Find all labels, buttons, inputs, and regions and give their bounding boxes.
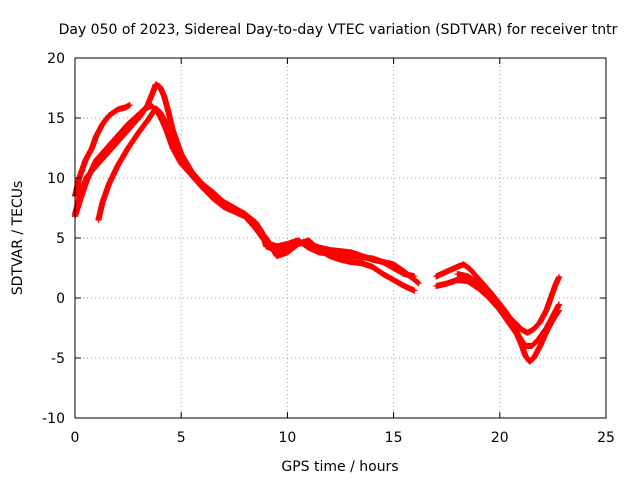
data-point-segment (467, 266, 482, 282)
data-point-segment (161, 93, 172, 115)
data-point-segment (93, 121, 106, 139)
data-point-segment (199, 184, 216, 202)
data-point-segment (157, 83, 167, 99)
data-point-segment (165, 109, 176, 133)
data-point-segment (380, 271, 397, 283)
data-point-segment (99, 181, 112, 205)
data-point-segment (210, 189, 227, 205)
data-point-segment (475, 280, 492, 298)
data-point-segment (401, 283, 418, 294)
data-point-segment (99, 113, 112, 127)
data-point-segment (114, 121, 131, 139)
data-point-segment (390, 277, 407, 289)
data-point-segment (163, 127, 176, 151)
data-point-segment (496, 304, 511, 319)
data-point-segment (154, 109, 165, 123)
y-tick-label: 10 (47, 171, 65, 187)
data-point-segment (125, 115, 142, 133)
data-points (72, 81, 563, 365)
data-point-segment (530, 343, 543, 361)
data-point-segment (78, 175, 91, 199)
data-point-segment (82, 145, 95, 163)
y-tick-label: -10 (42, 411, 65, 427)
data-point-segment (464, 278, 482, 292)
data-point-segment (513, 331, 524, 347)
data-point-segment (106, 163, 121, 187)
data-point-segment (84, 157, 99, 181)
data-point-segment (305, 244, 322, 256)
data-point-segment (369, 263, 386, 277)
data-point-segment (159, 117, 170, 133)
data-point-segment (411, 277, 422, 287)
data-point-segment (460, 261, 473, 272)
data-point-segment (537, 329, 550, 349)
data-point-segment (390, 265, 407, 277)
data-point-segment (513, 321, 524, 332)
data-point-segment (543, 317, 556, 335)
data-point-segment (475, 275, 492, 294)
data-point-segment (106, 106, 121, 119)
x-tick-label: 20 (491, 430, 509, 446)
x-axis-label: GPS time / hours (281, 459, 398, 475)
y-axis-label: SDTVAR / TECUs (10, 181, 26, 296)
data-point-segment (464, 273, 482, 287)
y-tick-label: 15 (47, 111, 65, 127)
data-point-segment (148, 103, 161, 115)
data-point-segment (135, 115, 152, 136)
x-tick-label: 5 (177, 430, 186, 446)
data-point-segment (188, 172, 206, 191)
data-point-segment (125, 129, 142, 151)
data-point-segment (528, 337, 541, 349)
data-point-segment (93, 145, 110, 163)
data-point-segment (505, 319, 520, 337)
data-point-segment (549, 307, 562, 323)
x-tick-label: 25 (597, 430, 615, 446)
y-tick-label: 20 (47, 51, 65, 67)
data-point-segment (210, 195, 227, 210)
data-point-segment (103, 133, 121, 151)
data-point-segment (552, 273, 563, 289)
data-point-segment (123, 102, 133, 111)
data-point-segment (295, 237, 312, 251)
data-point-segment (401, 271, 418, 280)
chart-title: Day 050 of 2023, Sidereal Day-to-day VTE… (59, 22, 618, 38)
data-point-segment (486, 291, 503, 311)
x-tick-label: 15 (385, 430, 403, 446)
series-track-a (72, 102, 133, 199)
data-point-segment (537, 307, 550, 325)
y-tick-label: 0 (56, 291, 65, 307)
series-track-g (454, 271, 563, 336)
data-point-segment (135, 105, 148, 118)
data-point-segment (103, 139, 121, 157)
data-point-segment (252, 225, 269, 246)
data-point-segment (443, 264, 460, 275)
x-tick-label: 0 (71, 430, 80, 446)
data-point-segment (114, 145, 131, 169)
axis-ticks: 0 5 10 15 20 25 -10 -5 0 5 10 15 20 (42, 51, 615, 446)
y-tick-label: 5 (56, 231, 65, 247)
data-point-segment (284, 241, 301, 256)
data-point-segment (380, 259, 397, 271)
data-point-segment (433, 268, 450, 280)
data-point-segment (241, 213, 259, 231)
data-point-segment (114, 127, 131, 145)
data-point-segment (169, 145, 184, 167)
data-point-segment (505, 313, 520, 327)
data-point-segment (125, 111, 142, 127)
data-point-segment (220, 203, 237, 215)
x-tick-label: 10 (278, 430, 296, 446)
y-tick-label: -5 (51, 351, 65, 367)
data-point-segment (530, 319, 543, 333)
data-point-segment (178, 160, 195, 179)
data-point-segment (231, 208, 248, 220)
data-point-segment (526, 355, 537, 365)
series-track-d (72, 103, 418, 280)
data-point-segment (95, 199, 106, 223)
data-point-segment (220, 199, 237, 211)
